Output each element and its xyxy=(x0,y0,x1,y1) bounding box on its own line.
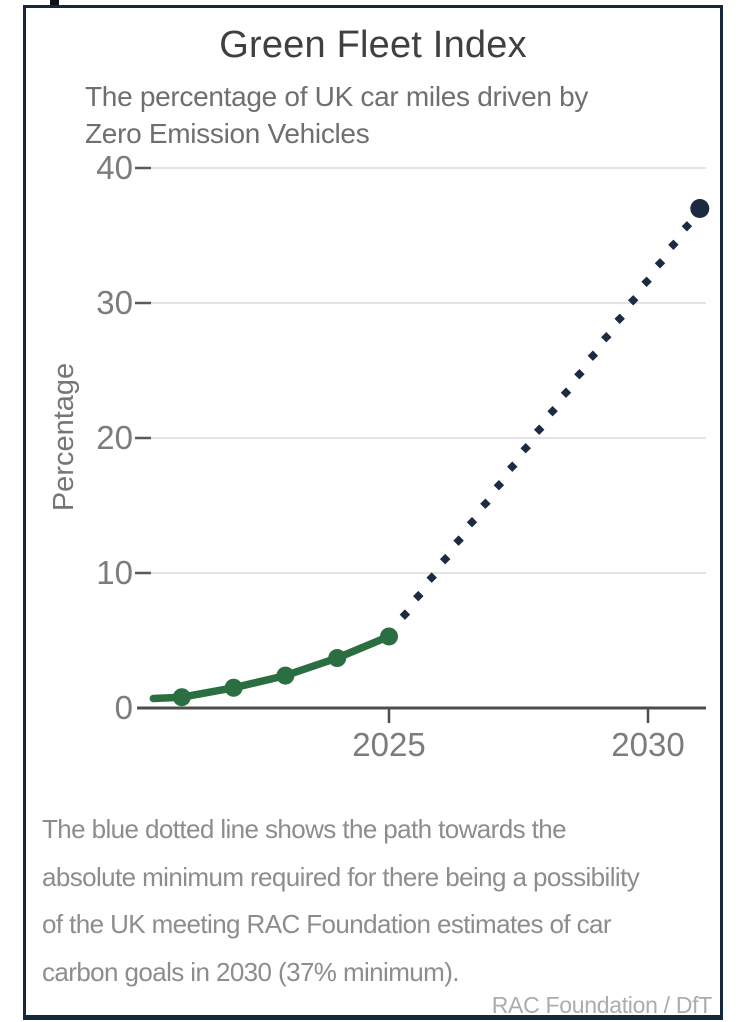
y-tick-label: 20 xyxy=(96,419,133,456)
chart-subtitle-line2: Zero Emission Vehicles xyxy=(85,118,370,149)
actual-series-line xyxy=(149,632,393,703)
crop-artifact xyxy=(50,0,59,6)
projection-dot xyxy=(520,442,531,454)
x-tick-label: 2025 xyxy=(352,726,425,763)
projection-dot xyxy=(507,461,518,472)
chart-subtitle: The percentage of UK car miles driven by… xyxy=(85,78,588,152)
actual-data-point xyxy=(224,678,243,697)
chart-caption: The blue dotted line shows the path towa… xyxy=(42,814,640,1004)
projection-dot xyxy=(439,553,451,565)
projection-dot xyxy=(453,535,464,546)
projection-dot xyxy=(560,387,572,398)
projection-dot xyxy=(466,516,478,528)
chart-title: Green Fleet Index xyxy=(219,24,527,66)
projection-dot xyxy=(668,239,679,251)
projection-dot xyxy=(587,350,599,361)
projection-dot xyxy=(493,479,505,491)
projection-dot xyxy=(681,221,693,232)
y-axis-title: Percentage xyxy=(48,363,80,511)
actual-data-point xyxy=(276,666,295,685)
y-tick-label: 0 xyxy=(115,689,133,726)
caption-line: absolute minimum required for there bein… xyxy=(42,861,640,892)
projection-dot xyxy=(641,276,652,288)
actual-data-point xyxy=(328,649,347,668)
caption-line: carbon goals in 2030 (37% minimum). xyxy=(42,956,459,987)
projection-dot xyxy=(399,609,411,620)
x-tick-label: 2030 xyxy=(611,726,684,763)
source-credit: RAC Foundation / DfT xyxy=(491,992,713,1018)
projection-dot xyxy=(574,368,585,380)
projection-dot xyxy=(533,424,545,435)
projection-dot xyxy=(614,313,625,325)
target-point-2030-goal xyxy=(690,199,710,218)
y-tick-label: 10 xyxy=(96,554,133,591)
projection-dot xyxy=(654,258,666,269)
caption-line: The blue dotted line shows the path towa… xyxy=(42,814,567,844)
projection-dot xyxy=(547,405,558,417)
projection-dot xyxy=(601,331,612,343)
actual-data-point xyxy=(380,627,398,646)
caption-line: of the UK meeting RAC Foundation estimat… xyxy=(42,909,612,939)
chart-card: Green Fleet Index The percentage of UK c… xyxy=(23,5,723,1020)
chart-subtitle-line1: The percentage of UK car miles driven by xyxy=(85,81,589,112)
projection-dot xyxy=(627,295,639,306)
projection-dot xyxy=(480,498,491,509)
actual-data-point xyxy=(172,688,191,707)
y-tick-label: 30 xyxy=(96,284,133,321)
y-tick-label: 40 xyxy=(96,149,133,186)
projection-dot xyxy=(413,590,424,602)
